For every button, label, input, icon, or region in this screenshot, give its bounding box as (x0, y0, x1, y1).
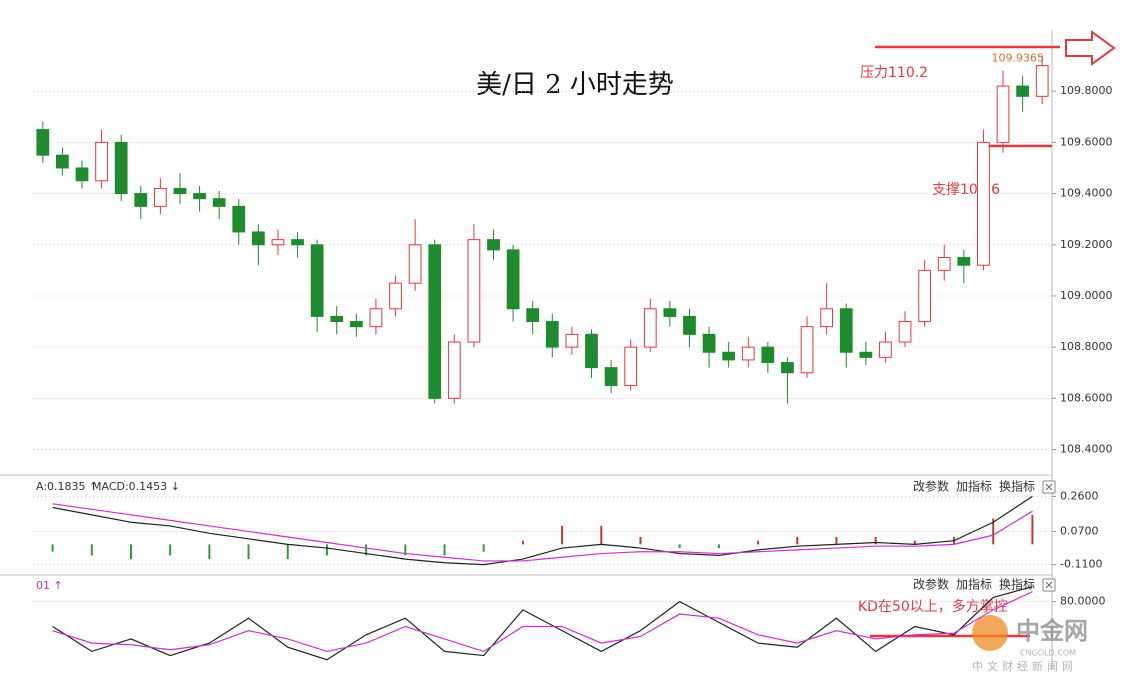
candle-body (310, 244, 324, 317)
watermark-text: CNGOLD.COM (1020, 649, 1076, 658)
watermark: 中金网 CNGOLD.COM 中文财经新闻网 (972, 615, 1088, 673)
watermark-text: 中金网 (1016, 617, 1088, 645)
candle-body (800, 326, 814, 374)
candle-body (369, 308, 383, 328)
button[interactable]: 加指标 (956, 479, 992, 494)
candle-body (741, 346, 755, 361)
candle-body (624, 346, 638, 387)
candle-body (585, 333, 598, 369)
y-tick-label: 80.0000 (1060, 595, 1106, 608)
candle-body (996, 85, 1010, 143)
button[interactable]: 换指标 (999, 577, 1035, 592)
y-tick-label: 108.6000 (1060, 391, 1113, 404)
candle-body (526, 308, 540, 323)
candle-body (643, 308, 657, 348)
y-tick-label: 108.4000 (1060, 443, 1113, 456)
y-tick-label: 109.8000 (1060, 84, 1113, 97)
arrow-icon (1065, 30, 1116, 66)
candle-body (683, 315, 696, 335)
indicator-line (52, 586, 1033, 661)
candle-body (722, 351, 736, 361)
candle-body (36, 129, 50, 156)
watermark-logo (972, 615, 1008, 651)
last-price-label: 109.9365 (992, 51, 1045, 64)
candle-body (487, 239, 500, 251)
candle-body (408, 244, 422, 284)
candle-body (349, 321, 363, 328)
indicator-value: 01 ↑ (36, 579, 63, 592)
candle-body (781, 362, 794, 374)
candle-body (153, 187, 167, 207)
candle-body (173, 187, 187, 195)
y-tick-label: 0.2600 (1060, 489, 1099, 502)
annotation: 支撑109.6 (932, 182, 1000, 198)
indicator-line (52, 591, 1033, 653)
annotation: KD在50以上，多方掌控 (858, 598, 1008, 615)
candle-body (95, 141, 108, 182)
candle-body (56, 154, 69, 169)
candle-body (761, 346, 775, 363)
button[interactable]: 加指标 (956, 577, 992, 592)
y-tick-label: 109.2000 (1060, 238, 1113, 251)
y-tick-label: 109.6000 (1060, 135, 1113, 148)
candle-body (232, 205, 246, 233)
candle-body (75, 167, 89, 182)
candle-body (447, 341, 461, 399)
candle-body (506, 249, 520, 310)
candle-body (898, 321, 912, 343)
chart-title: 美/日 2 小时走势 (476, 70, 674, 100)
candle-body (428, 244, 442, 399)
candle-body (977, 141, 990, 266)
candle-body (1035, 65, 1049, 97)
candle-body (114, 141, 128, 195)
candle-body (839, 308, 853, 353)
candle-body (918, 269, 932, 323)
y-tick-label: 0.0700 (1060, 524, 1099, 537)
candle-body (271, 239, 285, 246)
candle-body (467, 239, 481, 343)
candle-body (545, 321, 559, 348)
candle-body (134, 193, 148, 207)
close-icon (1045, 581, 1053, 589)
y-tick-label: -0.1100 (1060, 558, 1102, 571)
candle-body (937, 257, 951, 271)
candle-body (251, 231, 265, 246)
watermark-text: 中文财经新闻网 (972, 659, 1077, 673)
button[interactable]: 改参数 (913, 479, 949, 494)
candle-body (389, 282, 402, 310)
close-icon (1045, 483, 1053, 491)
candle-body (291, 239, 304, 246)
candle-body (859, 351, 873, 358)
candle-body (957, 257, 971, 266)
candle-body (565, 333, 579, 348)
indicator-value: A:0.1835 ↑ (36, 480, 98, 493)
y-tick-label: 109.4000 (1060, 187, 1113, 200)
indicator-line (52, 495, 1033, 566)
indicator-value: MACD:0.1453 ↓ (92, 480, 180, 493)
annotation: 压力110.2 (860, 65, 928, 81)
candle-body (604, 367, 618, 387)
candle-body (820, 308, 834, 328)
button[interactable]: 改参数 (913, 577, 949, 592)
candle-body (212, 198, 226, 207)
button[interactable]: 换指标 (999, 479, 1035, 494)
candle-body (1016, 85, 1029, 97)
candle-body (330, 315, 344, 323)
y-tick-label: 108.8000 (1060, 340, 1113, 353)
candle-body (702, 333, 716, 353)
candle-body (879, 341, 892, 358)
indicator-line (52, 503, 1033, 562)
y-tick-label: 109.0000 (1060, 289, 1113, 302)
candle-body (193, 193, 206, 200)
candle-body (663, 308, 677, 317)
